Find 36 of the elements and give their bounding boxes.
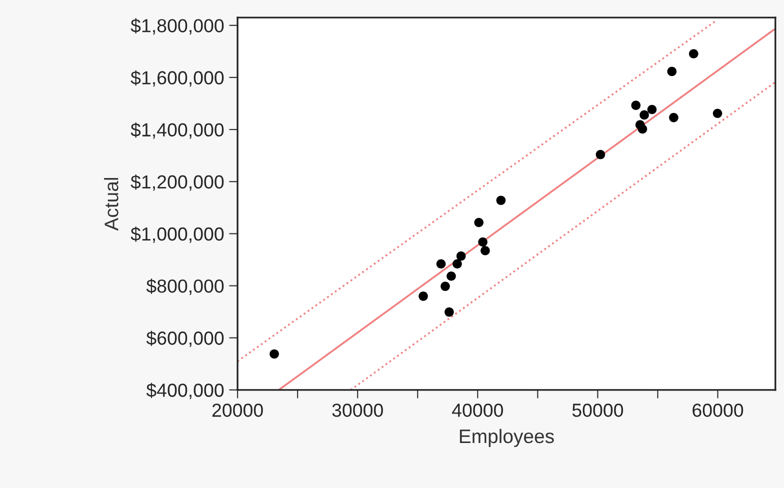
point: [480, 246, 490, 256]
y-tick-label: $1,200,000: [130, 174, 224, 191]
point: [712, 108, 722, 118]
y-tick-label: $800,000: [146, 278, 224, 295]
point: [418, 292, 428, 301]
y-tick-label: $400,000: [146, 382, 224, 400]
y-tick-label: $1,800,000: [130, 18, 224, 35]
point: [669, 112, 678, 122]
point: [456, 251, 466, 261]
x-tick-label: 30000: [332, 404, 383, 417]
point: [638, 124, 648, 134]
point: [436, 259, 446, 269]
y-tick-label: $1,400,000: [130, 122, 224, 139]
point: [496, 196, 506, 206]
y-tick-label: $1,000,000: [130, 226, 224, 243]
point: [444, 307, 454, 317]
point: [667, 66, 677, 76]
point: [452, 259, 462, 269]
point: [446, 271, 456, 281]
point: [647, 104, 657, 114]
y-tick-label: $600,000: [146, 330, 224, 348]
point: [631, 100, 641, 110]
point: [440, 282, 450, 291]
x-axis-title: Employees: [460, 428, 554, 448]
point: [474, 218, 484, 228]
point: [270, 349, 279, 359]
point: [478, 237, 488, 247]
point: [688, 49, 698, 58]
y-tick-label: $1,600,000: [130, 70, 224, 87]
x-tick-label: 50000: [572, 404, 624, 417]
y-axis-title: Actual: [104, 178, 118, 231]
point: [596, 150, 606, 160]
x-tick-label: 60000: [692, 404, 744, 417]
x-tick-label: 20000: [212, 404, 263, 417]
point: [640, 110, 649, 120]
x-tick-label: 40000: [452, 404, 503, 417]
